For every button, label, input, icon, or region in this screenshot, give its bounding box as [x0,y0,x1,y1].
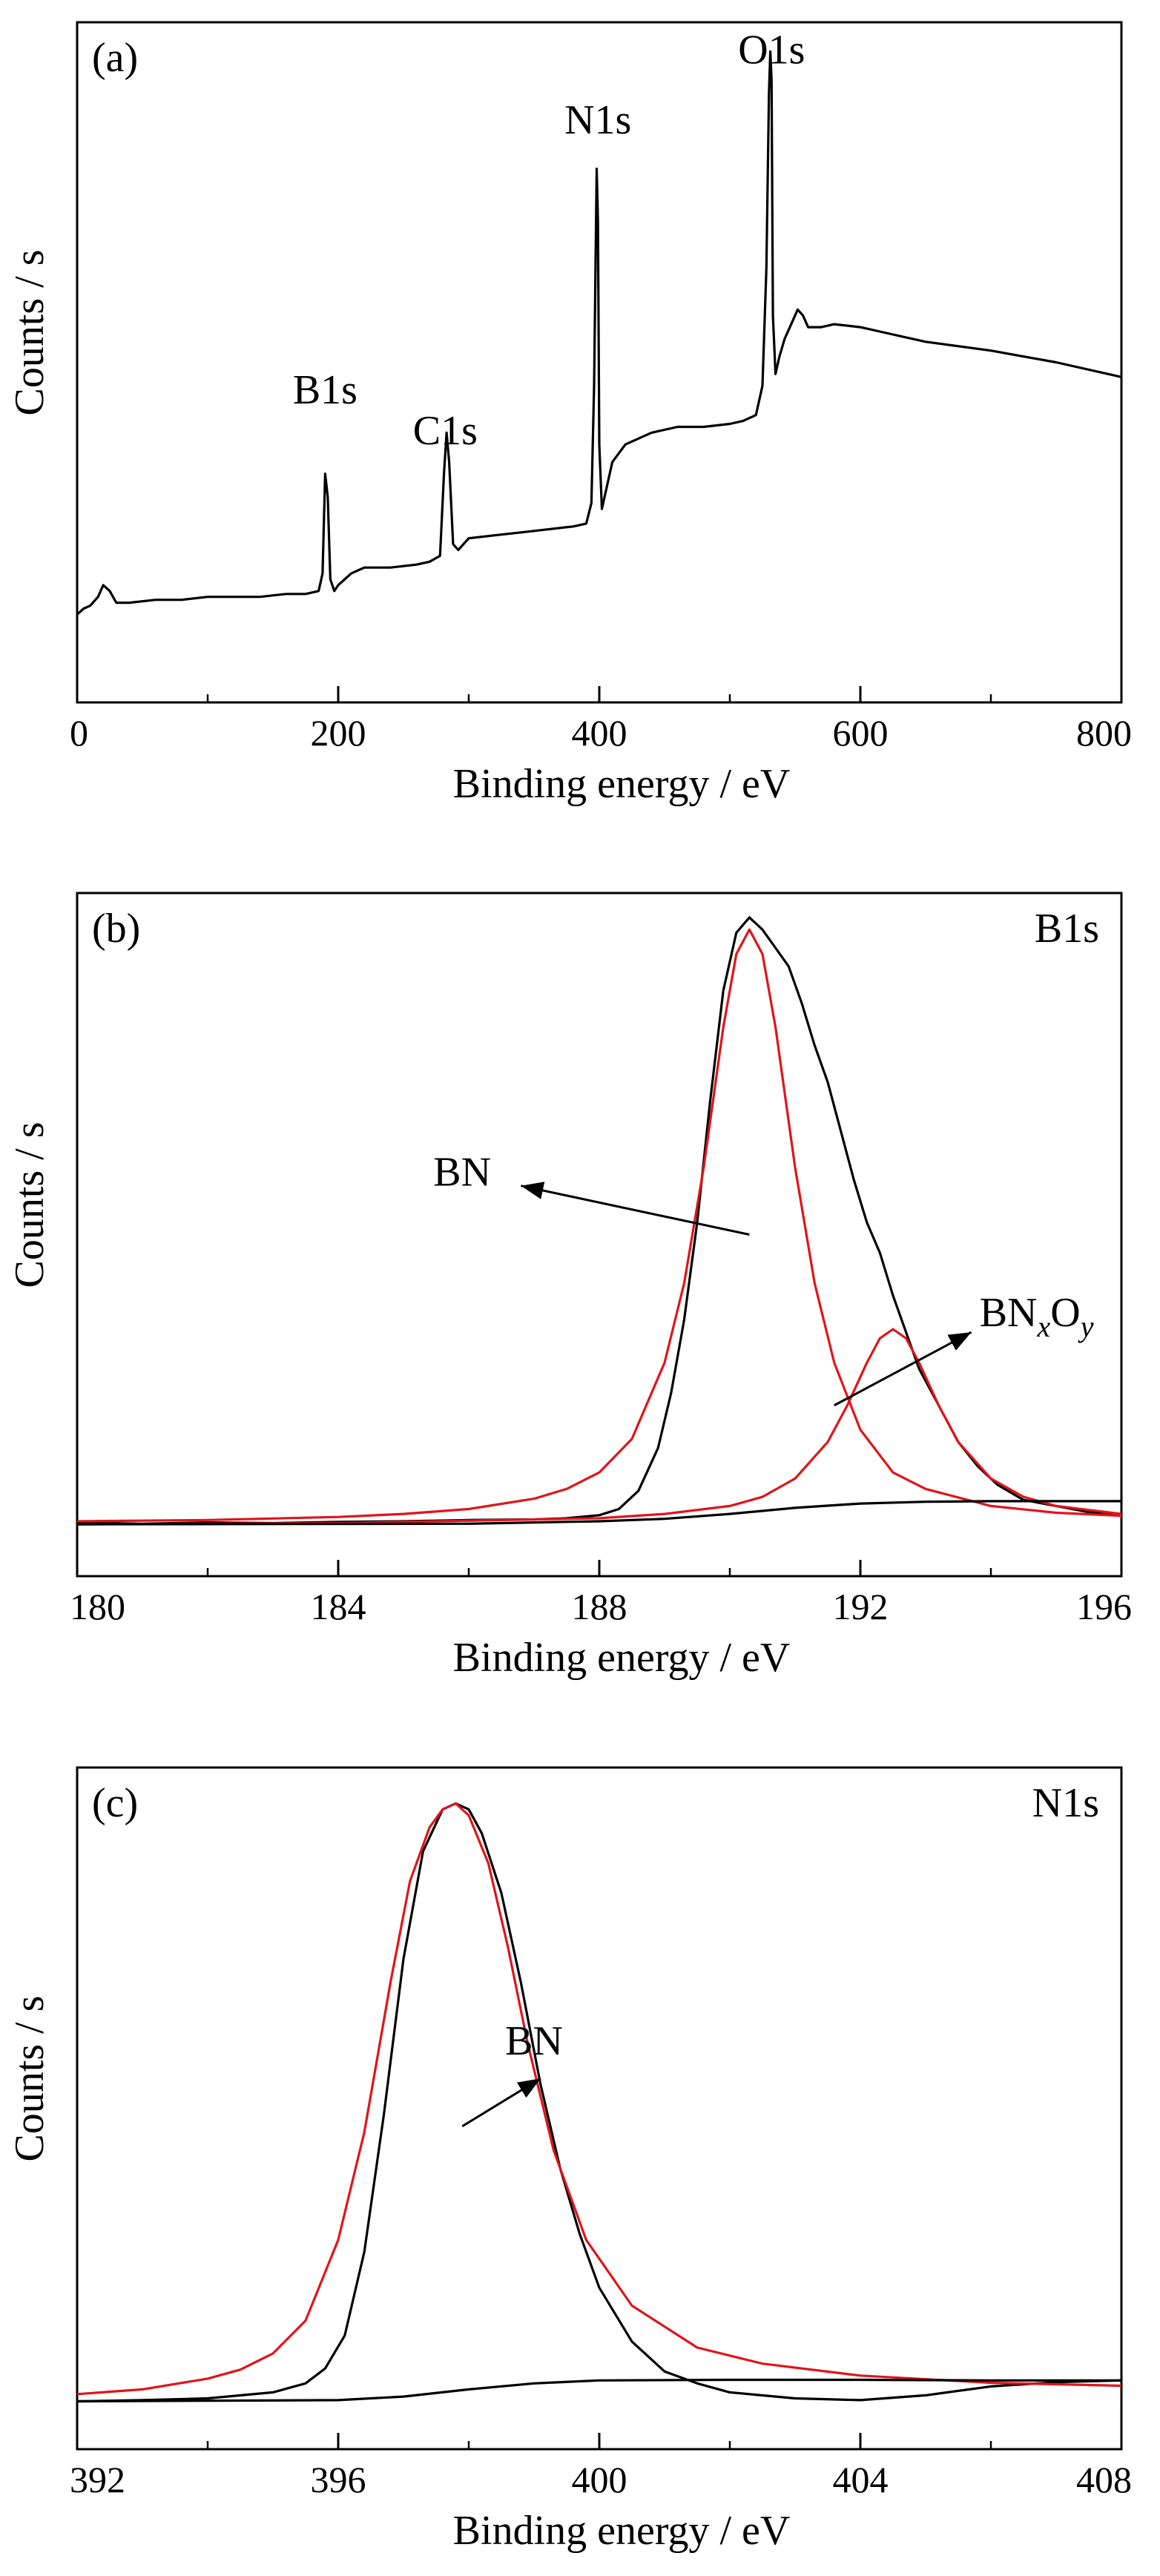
peak-annotation: B1s [293,367,357,413]
x-tick-label: 188 [572,1586,627,1627]
x-tick-label: 400 [572,712,627,754]
peak-annotation: N1s [564,97,631,143]
x-tick-label: 400 [572,2459,627,2500]
series-bnxoy-fit-line [76,1328,1122,1526]
y-axis-title: Counts / s [7,1121,53,1288]
x-tick-label: 396 [311,2459,366,2500]
series-background-line [76,2378,1121,2403]
x-axis-title: Binding energy / eV [453,2508,791,2554]
panel-c: 392 396 400 404 408 Binding energy / eV Counts… [7,1766,1132,2554]
x-tick-label: 196 [1076,1586,1132,1627]
annotation-arrowhead [521,1182,545,1199]
annotation-arrow [521,1185,750,1236]
peak-annotation: O1s [738,27,805,73]
peak-annotation: C1s [413,408,478,454]
series-spectrum-line [76,50,1122,616]
x-tick-label: 0 [70,712,88,754]
x-tick-label: 392 [70,2459,125,2500]
x-tick-label: 600 [833,712,889,754]
x-axis-title: Binding energy / eV [453,1635,791,1681]
series-measured-line [76,916,1122,1525]
series-bn-fit-line [76,928,1122,1523]
peak-annotation: BN [505,2018,563,2064]
series-background-line [76,1500,1121,1526]
x-tick-label: 404 [833,2459,889,2500]
annotation-arrow [834,1331,972,1407]
x-tick-label: 200 [311,712,366,754]
x-tick-label: 800 [1076,712,1132,754]
region-label: B1s [1035,906,1099,952]
x-tick-label: 192 [833,1586,889,1627]
panel-label: (b) [92,906,140,952]
y-axis-title: Counts / s [7,249,53,415]
x-axis-title: Binding energy / eV [453,761,791,807]
plot-frame [76,1766,1123,2451]
panel-b: 180 184 188 192 196 Binding energy / eV Counts… [7,892,1132,1681]
peak-annotation: BNxOy [980,1290,1094,1343]
series-measured-line [76,1802,1122,2403]
x-tick-label: 184 [311,1586,366,1627]
x-tick-label: 408 [1076,2459,1132,2500]
annotation-arrowhead [516,2078,541,2098]
panel-label: (a) [92,35,138,81]
annotation-arrowhead [947,1332,972,1351]
y-axis-title: Counts / s [7,1995,53,2161]
peak-annotation: BN [433,1150,491,1196]
x-tick-label: 180 [70,1586,125,1627]
panel-label: (c) [92,1780,138,1826]
region-label: N1s [1032,1780,1099,1826]
panel-a: 0 200 400 600 800 Binding energy / eV Counts /… [7,21,1132,807]
series-bn-fit-line [76,1802,1122,2396]
